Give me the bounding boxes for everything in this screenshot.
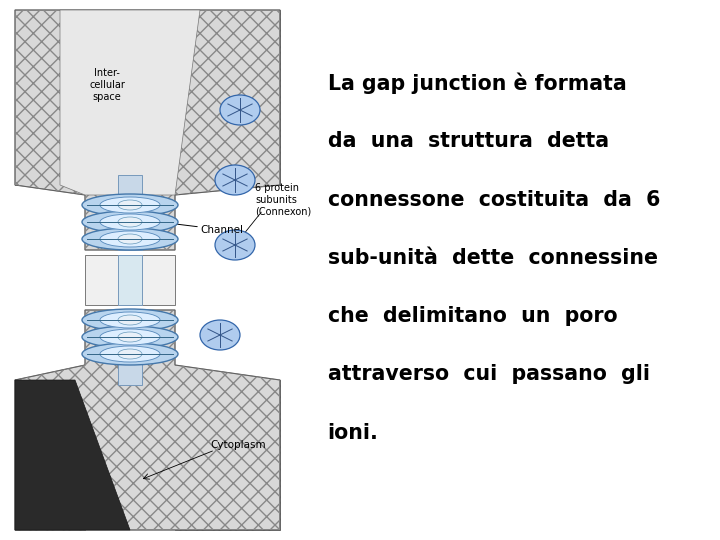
- Ellipse shape: [118, 217, 142, 227]
- Ellipse shape: [215, 230, 255, 260]
- Polygon shape: [60, 10, 200, 195]
- Ellipse shape: [118, 349, 142, 359]
- Ellipse shape: [200, 320, 240, 350]
- Ellipse shape: [82, 211, 178, 233]
- Ellipse shape: [100, 346, 160, 362]
- Text: che  delimitano  un  poro: che delimitano un poro: [328, 306, 617, 326]
- Text: attraverso  cui  passano  gli: attraverso cui passano gli: [328, 364, 649, 384]
- Ellipse shape: [82, 326, 178, 348]
- Polygon shape: [85, 255, 175, 305]
- Polygon shape: [15, 380, 130, 530]
- Bar: [118, 175, 142, 250]
- Bar: [118, 255, 142, 305]
- Ellipse shape: [118, 200, 142, 210]
- Ellipse shape: [100, 231, 160, 247]
- Text: ioni.: ioni.: [328, 423, 379, 443]
- Ellipse shape: [100, 312, 160, 328]
- Text: connessone  costituita  da  6: connessone costituita da 6: [328, 190, 660, 210]
- Text: Cytoplasm: Cytoplasm: [210, 440, 266, 450]
- Text: La gap junction è formata: La gap junction è formata: [328, 73, 626, 94]
- Ellipse shape: [220, 95, 260, 125]
- Ellipse shape: [82, 343, 178, 365]
- Polygon shape: [15, 310, 280, 530]
- Ellipse shape: [215, 165, 255, 195]
- Bar: [15, 380, 85, 530]
- Text: 6 protein
subunits
(Connexon): 6 protein subunits (Connexon): [255, 184, 311, 217]
- Ellipse shape: [118, 332, 142, 342]
- Ellipse shape: [82, 228, 178, 250]
- Ellipse shape: [118, 234, 142, 244]
- Bar: [175, 10, 280, 185]
- Ellipse shape: [100, 329, 160, 345]
- Polygon shape: [15, 10, 280, 250]
- Ellipse shape: [82, 309, 178, 331]
- Text: Channel: Channel: [200, 225, 243, 235]
- Bar: [118, 310, 142, 385]
- Ellipse shape: [118, 315, 142, 325]
- Text: da  una  struttura  detta: da una struttura detta: [328, 131, 608, 151]
- Ellipse shape: [100, 197, 160, 213]
- Ellipse shape: [100, 214, 160, 230]
- Ellipse shape: [82, 194, 178, 216]
- Bar: [15, 10, 85, 185]
- Bar: [175, 380, 280, 530]
- Text: Inter-
cellular
space: Inter- cellular space: [89, 69, 125, 102]
- Text: sub-unità  dette  connessine: sub-unità dette connessine: [328, 248, 657, 268]
